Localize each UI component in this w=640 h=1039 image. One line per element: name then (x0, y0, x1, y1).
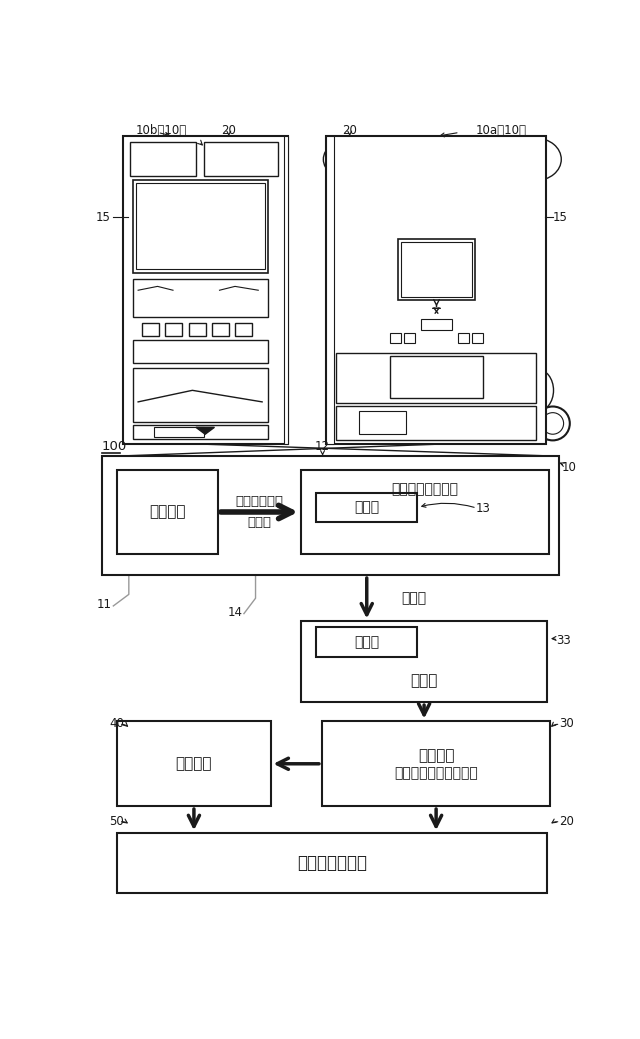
Text: 10a（10）: 10a（10） (476, 125, 526, 137)
Bar (117, 721, 271, 806)
Text: （遒技媒体管理装置）: （遒技媒体管理装置） (394, 766, 478, 780)
Bar (472, 332, 483, 343)
Text: 表示装置: 表示装置 (175, 756, 212, 771)
Bar (142, 323, 159, 336)
Bar (235, 323, 252, 336)
Text: シリアル通信: シリアル通信 (236, 495, 284, 508)
Bar (132, 341, 268, 364)
Bar (123, 136, 288, 445)
Text: 発光部: 発光部 (354, 501, 380, 514)
Text: 10b（10）: 10b（10） (136, 125, 187, 137)
Text: 外部装置: 外部装置 (418, 748, 454, 764)
Text: 40: 40 (109, 717, 124, 730)
Bar (301, 621, 547, 702)
Text: 15: 15 (96, 211, 111, 223)
Bar (322, 721, 550, 806)
Bar (284, 136, 288, 445)
Bar (131, 141, 196, 177)
Bar (132, 180, 268, 272)
Bar (117, 833, 547, 894)
Text: 20: 20 (342, 125, 357, 137)
Text: 13: 13 (476, 502, 490, 514)
Text: 14: 14 (227, 606, 243, 618)
Text: 11: 11 (97, 597, 112, 611)
Bar (212, 323, 229, 336)
Bar (301, 470, 549, 555)
Text: 信号光: 信号光 (402, 591, 427, 606)
Bar (336, 352, 536, 403)
Bar (421, 319, 452, 330)
Bar (401, 242, 472, 297)
Bar (404, 332, 415, 343)
Bar (154, 427, 204, 436)
Bar (390, 332, 401, 343)
Text: 100: 100 (102, 441, 127, 453)
Bar (136, 183, 265, 269)
Text: 15: 15 (553, 211, 568, 223)
Bar (359, 411, 406, 434)
Text: 12: 12 (315, 439, 330, 453)
Text: 遂技機側接続端子: 遂技機側接続端子 (392, 482, 458, 496)
Bar (397, 239, 476, 300)
Bar (390, 355, 483, 398)
Bar (204, 141, 278, 177)
Bar (326, 136, 546, 445)
Text: 20: 20 (559, 815, 574, 828)
Bar (336, 406, 536, 441)
Bar (326, 136, 334, 445)
Bar (132, 425, 268, 438)
Text: 50: 50 (109, 815, 124, 828)
Bar (165, 323, 182, 336)
Text: 20: 20 (221, 125, 236, 137)
Text: 変換器: 変換器 (410, 673, 438, 688)
Text: 制御基板: 制御基板 (149, 505, 186, 520)
Text: 受光部: 受光部 (354, 635, 380, 649)
Text: 33: 33 (557, 634, 572, 647)
Bar (102, 456, 559, 576)
Text: 光信号: 光信号 (248, 516, 271, 529)
Bar (316, 492, 417, 522)
Text: 30: 30 (559, 717, 573, 730)
Text: 10: 10 (562, 461, 577, 474)
Polygon shape (196, 427, 214, 434)
Bar (458, 332, 469, 343)
Bar (189, 323, 205, 336)
Bar (132, 368, 268, 422)
Text: 遒技場管理装置: 遒技場管理装置 (297, 854, 367, 872)
Bar (132, 278, 268, 317)
Bar (316, 628, 417, 657)
Bar (117, 470, 218, 555)
